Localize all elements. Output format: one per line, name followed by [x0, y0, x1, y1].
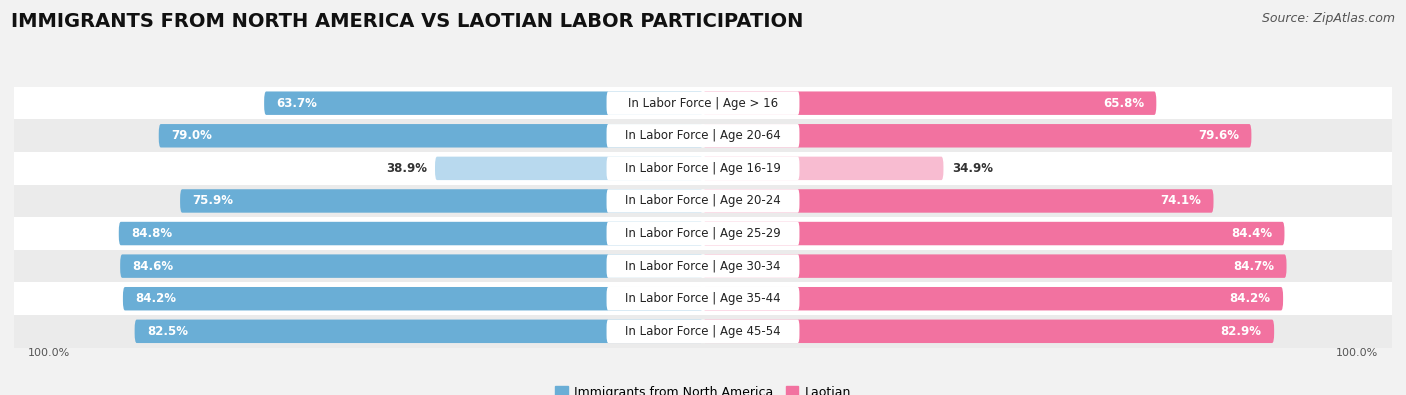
FancyBboxPatch shape	[606, 189, 800, 213]
Legend: Immigrants from North America, Laotian: Immigrants from North America, Laotian	[555, 386, 851, 395]
Text: 79.0%: 79.0%	[172, 129, 212, 142]
Bar	[14, 282, 1392, 315]
Text: 84.2%: 84.2%	[1230, 292, 1271, 305]
FancyBboxPatch shape	[703, 124, 1251, 147]
Bar	[14, 184, 1392, 217]
Text: 100.0%: 100.0%	[1336, 348, 1378, 357]
FancyBboxPatch shape	[606, 320, 800, 343]
Text: 79.6%: 79.6%	[1198, 129, 1239, 142]
FancyBboxPatch shape	[606, 222, 800, 245]
Text: 84.6%: 84.6%	[132, 260, 174, 273]
FancyBboxPatch shape	[118, 222, 703, 245]
FancyBboxPatch shape	[159, 124, 703, 147]
Text: 63.7%: 63.7%	[277, 97, 318, 110]
FancyBboxPatch shape	[606, 287, 800, 310]
Text: 84.4%: 84.4%	[1230, 227, 1272, 240]
FancyBboxPatch shape	[703, 189, 1213, 213]
Text: In Labor Force | Age 16-19: In Labor Force | Age 16-19	[626, 162, 780, 175]
Text: 75.9%: 75.9%	[193, 194, 233, 207]
FancyBboxPatch shape	[703, 254, 1286, 278]
Text: 82.9%: 82.9%	[1220, 325, 1261, 338]
Text: 65.8%: 65.8%	[1102, 97, 1144, 110]
Text: In Labor Force | Age 35-44: In Labor Force | Age 35-44	[626, 292, 780, 305]
Text: 100.0%: 100.0%	[28, 348, 70, 357]
FancyBboxPatch shape	[122, 287, 703, 310]
Text: 34.9%: 34.9%	[952, 162, 993, 175]
FancyBboxPatch shape	[703, 157, 943, 180]
FancyBboxPatch shape	[703, 92, 1156, 115]
FancyBboxPatch shape	[606, 124, 800, 147]
Bar	[14, 119, 1392, 152]
FancyBboxPatch shape	[703, 320, 1274, 343]
Bar	[14, 250, 1392, 282]
Text: IMMIGRANTS FROM NORTH AMERICA VS LAOTIAN LABOR PARTICIPATION: IMMIGRANTS FROM NORTH AMERICA VS LAOTIAN…	[11, 12, 804, 31]
Text: 84.8%: 84.8%	[131, 227, 173, 240]
Text: 84.2%: 84.2%	[135, 292, 176, 305]
Text: In Labor Force | Age 20-64: In Labor Force | Age 20-64	[626, 129, 780, 142]
Text: 84.7%: 84.7%	[1233, 260, 1274, 273]
Text: 82.5%: 82.5%	[148, 325, 188, 338]
Bar	[14, 152, 1392, 185]
Text: Source: ZipAtlas.com: Source: ZipAtlas.com	[1261, 12, 1395, 25]
Bar	[14, 217, 1392, 250]
Text: 38.9%: 38.9%	[385, 162, 427, 175]
FancyBboxPatch shape	[606, 92, 800, 115]
Text: In Labor Force | Age 25-29: In Labor Force | Age 25-29	[626, 227, 780, 240]
FancyBboxPatch shape	[606, 157, 800, 180]
Text: In Labor Force | Age > 16: In Labor Force | Age > 16	[628, 97, 778, 110]
FancyBboxPatch shape	[434, 157, 703, 180]
FancyBboxPatch shape	[180, 189, 703, 213]
Text: In Labor Force | Age 20-24: In Labor Force | Age 20-24	[626, 194, 780, 207]
FancyBboxPatch shape	[703, 287, 1284, 310]
Text: In Labor Force | Age 30-34: In Labor Force | Age 30-34	[626, 260, 780, 273]
FancyBboxPatch shape	[703, 222, 1285, 245]
Text: In Labor Force | Age 45-54: In Labor Force | Age 45-54	[626, 325, 780, 338]
Bar	[14, 315, 1392, 348]
Bar	[14, 87, 1392, 119]
Text: 74.1%: 74.1%	[1160, 194, 1201, 207]
FancyBboxPatch shape	[606, 254, 800, 278]
FancyBboxPatch shape	[264, 92, 703, 115]
FancyBboxPatch shape	[120, 254, 703, 278]
FancyBboxPatch shape	[135, 320, 703, 343]
